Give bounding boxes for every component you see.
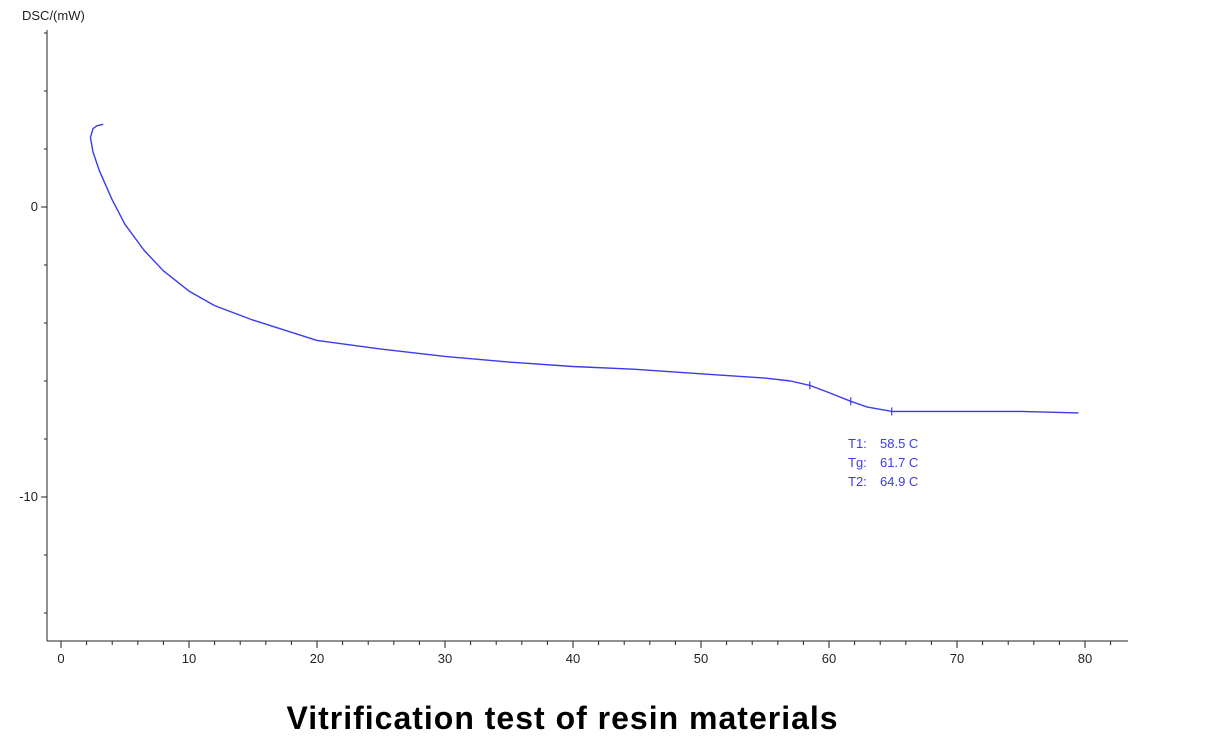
series: [89, 123, 1079, 414]
x-tick-label: 50: [694, 651, 708, 666]
y-axis-label: DSC/(mW): [22, 8, 85, 23]
annotation-value: 61.7 C: [880, 455, 918, 470]
x-tick-label: 10: [182, 651, 196, 666]
ticks: 0 10 20 30 40 50 60 70 80 0 -10: [19, 32, 1112, 666]
x-tick-label: 30: [438, 651, 452, 666]
y-tick-label: 0: [31, 199, 38, 214]
x-tick-label: 60: [822, 651, 836, 666]
dsc-curve: [89, 123, 1079, 414]
annotation-label: T2:: [848, 474, 867, 489]
chart-title: Vitrification test of resin materials: [286, 700, 839, 736]
annotation-label: T1:: [848, 436, 867, 451]
annotation-value: 58.5 C: [880, 436, 918, 451]
x-tick-label: 40: [566, 651, 580, 666]
x-tick-label: 20: [310, 651, 324, 666]
x-tick-label: 80: [1078, 651, 1092, 666]
annotation-label: Tg:: [848, 455, 867, 470]
annotation-value: 64.9 C: [880, 474, 918, 489]
annotations: T1: 58.5 C Tg: 61.7 C T2: 64.9 C: [809, 381, 918, 489]
x-tick-label: 0: [57, 651, 64, 666]
x-tick-label: 70: [950, 651, 964, 666]
axes: [46, 30, 1128, 642]
y-tick-label: -10: [19, 489, 38, 504]
